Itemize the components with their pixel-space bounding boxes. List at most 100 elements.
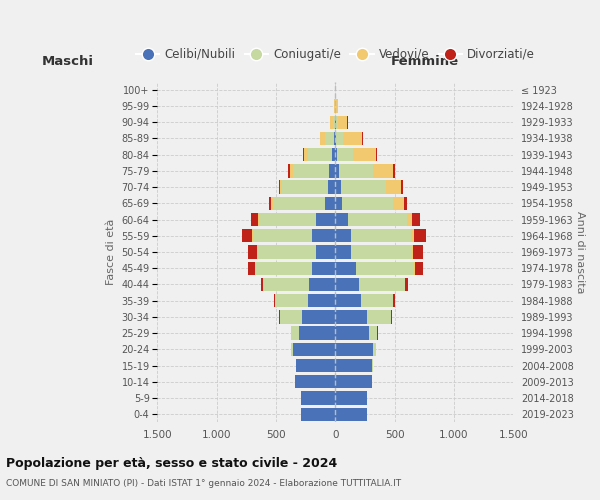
Bar bbox=[251, 213, 258, 226]
Bar bbox=[335, 342, 373, 356]
Bar bbox=[335, 326, 368, 340]
Bar bbox=[337, 148, 353, 162]
Bar bbox=[328, 180, 335, 194]
Bar bbox=[304, 148, 308, 162]
Legend: Celibi/Nubili, Coniugati/e, Vedovi/e, Divorziati/e: Celibi/Nubili, Coniugati/e, Vedovi/e, Di… bbox=[131, 44, 539, 66]
Bar bbox=[258, 213, 259, 226]
Bar bbox=[271, 196, 273, 210]
Bar bbox=[335, 408, 367, 421]
Bar bbox=[414, 229, 425, 242]
Bar bbox=[295, 375, 335, 388]
Bar bbox=[401, 180, 403, 194]
Bar bbox=[368, 326, 377, 340]
Bar bbox=[331, 116, 333, 129]
Bar bbox=[335, 359, 372, 372]
Bar bbox=[309, 278, 335, 291]
Bar bbox=[325, 132, 334, 145]
Bar bbox=[335, 375, 372, 388]
Bar bbox=[343, 132, 362, 145]
Bar bbox=[289, 164, 290, 177]
Bar bbox=[280, 180, 283, 194]
Bar bbox=[412, 213, 420, 226]
Text: Maschi: Maschi bbox=[42, 55, 94, 68]
Bar bbox=[334, 132, 335, 145]
Bar bbox=[342, 196, 393, 210]
Bar bbox=[393, 196, 404, 210]
Bar bbox=[303, 148, 304, 162]
Bar bbox=[291, 342, 293, 356]
Bar bbox=[413, 246, 422, 258]
Bar bbox=[254, 262, 311, 275]
Bar bbox=[356, 262, 414, 275]
Bar bbox=[335, 310, 367, 324]
Bar bbox=[352, 246, 412, 258]
Bar bbox=[335, 262, 356, 275]
Bar bbox=[407, 213, 412, 226]
Bar bbox=[302, 310, 335, 324]
Bar bbox=[335, 164, 339, 177]
Bar bbox=[406, 278, 409, 291]
Bar bbox=[259, 213, 316, 226]
Bar bbox=[336, 100, 338, 112]
Bar bbox=[316, 246, 335, 258]
Bar bbox=[257, 246, 316, 258]
Bar bbox=[338, 116, 347, 129]
Bar bbox=[329, 164, 335, 177]
Bar bbox=[308, 148, 332, 162]
Bar bbox=[335, 278, 359, 291]
Bar bbox=[394, 294, 395, 308]
Bar bbox=[386, 180, 401, 194]
Bar bbox=[335, 294, 361, 308]
Bar bbox=[293, 164, 329, 177]
Bar bbox=[335, 229, 351, 242]
Text: Popolazione per età, sesso e stato civile - 2024: Popolazione per età, sesso e stato civil… bbox=[6, 458, 337, 470]
Bar bbox=[335, 180, 341, 194]
Y-axis label: Anni di nascita: Anni di nascita bbox=[575, 211, 585, 294]
Bar bbox=[325, 196, 335, 210]
Bar bbox=[283, 180, 328, 194]
Bar bbox=[308, 294, 335, 308]
Bar bbox=[242, 229, 252, 242]
Bar bbox=[335, 148, 337, 162]
Bar bbox=[293, 342, 335, 356]
Bar bbox=[335, 246, 352, 258]
Bar bbox=[296, 359, 335, 372]
Bar bbox=[301, 392, 335, 404]
Bar bbox=[320, 132, 325, 145]
Bar bbox=[361, 294, 394, 308]
Bar bbox=[273, 196, 325, 210]
Bar bbox=[248, 246, 257, 258]
Bar bbox=[299, 326, 335, 340]
Bar bbox=[269, 196, 271, 210]
Text: COMUNE DI SAN MINIATO (PI) - Dati ISTAT 1° gennaio 2024 - Elaborazione TUTTITALI: COMUNE DI SAN MINIATO (PI) - Dati ISTAT … bbox=[6, 479, 401, 488]
Bar bbox=[411, 229, 414, 242]
Bar bbox=[280, 310, 302, 324]
Bar bbox=[412, 246, 413, 258]
Bar bbox=[373, 342, 376, 356]
Bar bbox=[333, 116, 335, 129]
Bar bbox=[275, 294, 308, 308]
Bar bbox=[316, 213, 335, 226]
Bar bbox=[359, 278, 406, 291]
Bar bbox=[263, 278, 309, 291]
Bar bbox=[373, 164, 394, 177]
Bar bbox=[404, 196, 407, 210]
Bar bbox=[290, 164, 293, 177]
Bar bbox=[312, 229, 335, 242]
Bar bbox=[260, 278, 263, 291]
Bar bbox=[248, 262, 254, 275]
Bar bbox=[332, 148, 335, 162]
Bar bbox=[367, 310, 391, 324]
Bar bbox=[376, 148, 377, 162]
Bar bbox=[279, 180, 280, 194]
Bar bbox=[274, 294, 275, 308]
Bar bbox=[335, 213, 349, 226]
Bar bbox=[415, 262, 422, 275]
Bar bbox=[339, 164, 373, 177]
Bar bbox=[292, 326, 299, 340]
Bar bbox=[336, 132, 343, 145]
Text: Femmine: Femmine bbox=[390, 55, 458, 68]
Bar bbox=[335, 392, 367, 404]
Bar bbox=[301, 408, 335, 421]
Y-axis label: Fasce di età: Fasce di età bbox=[106, 219, 116, 285]
